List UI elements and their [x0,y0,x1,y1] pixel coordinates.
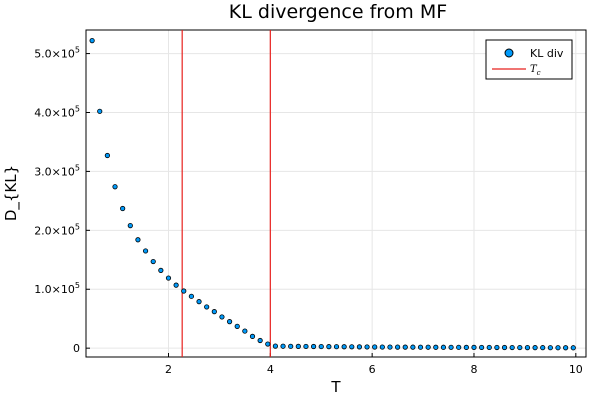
x-axis-ticks: 2 4 6 8 10 [165,353,583,376]
y-tick-label: 3.0×105 [34,163,80,178]
data-point [219,314,225,320]
data-point [349,344,355,350]
y-tick-label: 1.0×105 [34,281,80,296]
data-point [532,345,538,351]
data-point [173,282,179,288]
data-point [112,184,118,190]
legend: KL div Tc [485,39,573,80]
legend-box [485,39,573,80]
y-tick-label: 0 [73,342,80,355]
data-point [333,344,340,350]
y-tick-label: 4.0×105 [34,104,80,119]
data-point [448,344,454,350]
x-tick-label: 4 [267,363,274,376]
data-point [158,267,164,273]
kl-div-series [89,38,576,351]
data-point [318,343,324,350]
data-point [242,328,248,334]
data-point [104,152,110,159]
data-point [364,344,370,350]
data-point [555,345,561,351]
data-point [265,341,271,347]
data-point [211,309,217,315]
x-axis-label: T [330,378,341,396]
data-point [204,304,210,310]
critical-temperature-lines [181,30,271,357]
data-point [379,344,385,350]
data-point [433,344,439,350]
data-point [257,337,263,344]
data-point [417,344,424,350]
data-point [570,345,576,351]
x-tick-label: 10 [569,363,583,376]
data-point [326,344,332,350]
data-point [135,237,141,243]
data-point [547,345,553,351]
chart-title: KL divergence from MF [229,1,447,23]
data-point [310,343,317,350]
data-point [456,344,462,350]
data-point [387,344,393,350]
x-tick-label: 2 [165,363,172,376]
data-point [494,344,500,351]
data-point [509,344,515,351]
y-tick-label: 2.0×105 [34,222,80,237]
data-point [165,275,172,281]
data-point [356,344,363,350]
data-point [272,343,279,349]
data-point [97,108,103,114]
data-point [524,345,531,351]
data-point [249,333,256,339]
legend-tc-label: Tc [530,64,541,77]
data-point [501,344,508,351]
x-tick-label: 6 [369,363,376,376]
data-point [127,223,133,229]
data-point [234,323,240,329]
legend-kl-div-marker [504,48,514,58]
data-point [188,293,194,299]
data-point [440,344,447,350]
x-tick-label: 8 [470,363,477,376]
data-point [372,344,378,350]
data-point [341,344,347,350]
data-point [288,343,294,349]
data-point [410,344,416,350]
data-point [540,345,546,351]
legend-kl-div-label: KL div [530,47,564,60]
data-point [395,344,401,350]
data-point [142,248,149,254]
data-point [471,344,477,350]
data-point [181,288,187,294]
data-point [226,319,233,325]
plot-frame [85,29,587,358]
y-axis-label: D_{KL} [2,165,21,221]
y-axis-ticks: 0 1.0×105 2.0×105 3.0×105 4.0×105 5.0×105 [34,46,90,355]
data-point [280,343,286,349]
data-point [486,344,492,351]
data-point [89,38,95,44]
data-point [517,344,523,351]
data-point [120,205,126,212]
data-point [425,344,431,350]
data-point [402,344,408,350]
data-point [563,345,569,351]
data-point [150,258,156,265]
data-point [303,343,309,350]
data-point [463,344,469,350]
data-point [295,343,301,349]
y-tick-label: 5.0×105 [34,46,80,61]
data-point [196,299,202,305]
data-point [479,344,485,351]
